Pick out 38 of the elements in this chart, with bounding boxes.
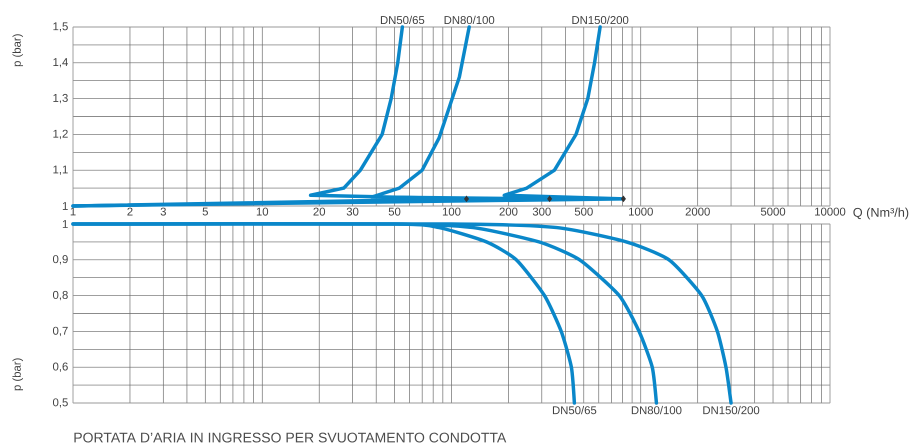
y-tick-label: 1,2 <box>53 130 68 140</box>
x-tick-label: 300 <box>532 208 551 216</box>
y-tick-label: 0,6 <box>52 362 68 372</box>
y-tick-label: 0,9 <box>52 255 68 264</box>
x-tick-label: 500 <box>574 208 593 216</box>
series-label: DN50/65 <box>380 16 424 24</box>
y-tick-label: 1,3 <box>53 94 68 104</box>
y-axis-title: p (bar) <box>12 358 24 390</box>
x-tick-label: 50 <box>388 208 400 216</box>
text: PORTATA D’ARIA IN INGRESSO PER SVUOTAMENTO CONDOTTA <box>74 432 506 443</box>
x-tick-label: 5 <box>202 208 208 216</box>
x-tick-label: 200 <box>500 208 518 216</box>
x-tick-label: 1000 <box>629 208 653 216</box>
y-tick-label: 1 <box>62 202 68 210</box>
series-label: DN50/65 <box>552 406 596 414</box>
y-tick-label: 1,4 <box>53 58 68 68</box>
x-tick-label: 5000 <box>760 208 786 216</box>
x-tick-label: 10 <box>256 208 268 216</box>
series-label: DN150/200 <box>703 406 760 414</box>
series-label: DN80/100 <box>444 16 494 24</box>
x-tick-label: 20 <box>313 208 326 216</box>
x-tick-label: 1 <box>70 208 76 216</box>
x-tick-label: 3 <box>160 208 166 216</box>
y-tick-label: 0,7 <box>52 326 68 336</box>
x-tick-label: 2 <box>127 208 133 216</box>
x-tick-label: 100 <box>442 208 461 216</box>
x-tick-label: 30 <box>346 208 358 216</box>
y-axis-title: p (bar) <box>12 34 24 66</box>
y-tick-label: 1,5 <box>53 22 68 32</box>
series-label: DN80/100 <box>632 406 682 414</box>
x-tick-label: 10000 <box>815 208 846 216</box>
y-tick-label: 0,8 <box>52 290 68 300</box>
y-tick-label: 1,1 <box>53 166 68 175</box>
series-label: DN150/200 <box>572 16 628 24</box>
y-tick-label: 1 <box>62 220 68 228</box>
y-tick-label: 0,5 <box>52 398 68 408</box>
x-tick-label: 2000 <box>686 208 710 216</box>
x-axis-title: Q (Nm³/h) <box>853 208 908 220</box>
